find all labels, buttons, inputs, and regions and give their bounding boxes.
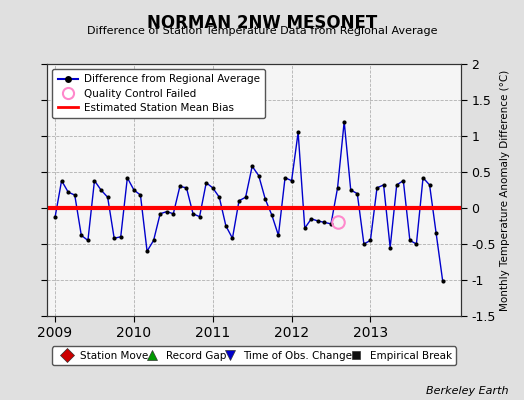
Text: Difference of Station Temperature Data from Regional Average: Difference of Station Temperature Data f… <box>87 26 437 36</box>
Text: Berkeley Earth: Berkeley Earth <box>426 386 508 396</box>
Text: NORMAN 2NW MESONET: NORMAN 2NW MESONET <box>147 14 377 32</box>
Legend: Station Move, Record Gap, Time of Obs. Change, Empirical Break: Station Move, Record Gap, Time of Obs. C… <box>52 346 456 365</box>
Legend: Difference from Regional Average, Quality Control Failed, Estimated Station Mean: Difference from Regional Average, Qualit… <box>52 69 265 118</box>
Y-axis label: Monthly Temperature Anomaly Difference (°C): Monthly Temperature Anomaly Difference (… <box>500 69 510 311</box>
